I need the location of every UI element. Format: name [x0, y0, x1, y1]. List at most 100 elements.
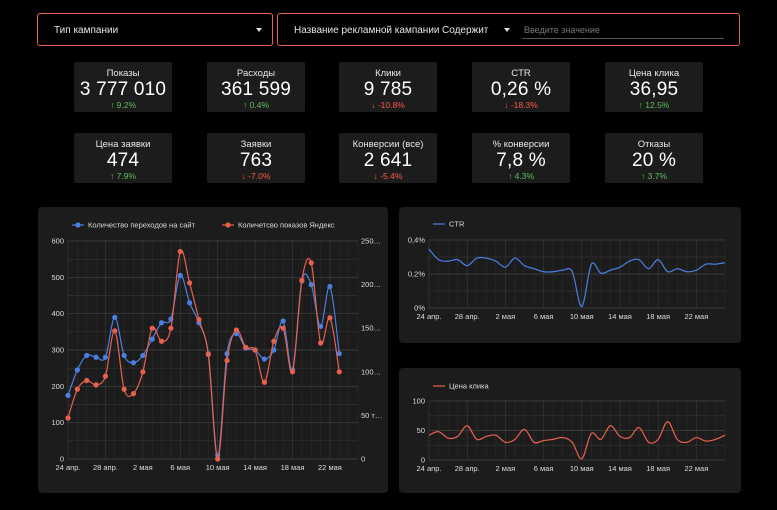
kpi-delta: ↑ 7.9% — [74, 171, 172, 181]
campaign-type-filter[interactable]: Тип кампании — [37, 13, 273, 46]
kpi-delta-value: 3.7% — [647, 171, 667, 181]
data-point — [65, 415, 71, 421]
kpi-value: 474 — [106, 150, 140, 171]
kpi-delta: ↑ 9.2% — [74, 100, 172, 110]
kpi-value: 361 599 — [220, 79, 292, 100]
x-tick-label: 22 мая — [684, 312, 708, 321]
series-line — [67, 249, 340, 460]
search-input[interactable] — [522, 21, 724, 39]
data-point — [252, 347, 258, 353]
x-tick-label: 24 апр. — [417, 312, 442, 321]
y2-tick-label: 150… — [361, 324, 381, 333]
arrow-up-icon: ↑ — [638, 100, 643, 110]
data-point — [280, 325, 286, 331]
chevron-down-icon[interactable] — [256, 28, 262, 32]
data-point — [196, 316, 202, 323]
data-point — [308, 260, 314, 266]
x-tick-label: 14 мая — [608, 464, 632, 473]
y-tick-label: 0,2% — [408, 270, 425, 279]
x-tick-label: 24 апр. — [417, 464, 442, 473]
kpi-delta: ↓ -7.0% — [207, 171, 305, 181]
x-tick-label: 6 мая — [534, 464, 554, 473]
campaign-type-label: Тип кампании — [54, 25, 119, 36]
x-tick-label: 28 апр. — [93, 463, 118, 472]
y-tick-label: 0 — [60, 455, 64, 464]
data-point — [84, 377, 90, 384]
kpi-delta: ↓ -5.4% — [339, 171, 437, 181]
y2-tick-label: 0 — [361, 455, 365, 464]
kpi-value: 3 777 010 — [79, 79, 167, 100]
ctr-chart: 0% 0,2% 0,4% 24 апр. 28 апр. 2 мая 6 мая 10 мая… — [408, 220, 726, 321]
kpi-delta: ↑ 4.3% — [472, 171, 570, 181]
x-tick-label: 18 мая — [281, 463, 305, 472]
data-point — [299, 277, 305, 283]
data-point — [121, 386, 127, 392]
x-tick-label: 28 апр. — [455, 312, 480, 321]
y-tick-label: 600 — [51, 237, 64, 246]
data-point — [130, 360, 137, 366]
kpi-delta: ↓ -10.8% — [339, 100, 437, 110]
y-tick-label: 300 — [51, 346, 64, 355]
data-point — [271, 338, 277, 344]
kpi-title: Клики — [375, 68, 401, 79]
data-point — [74, 367, 80, 373]
data-point — [112, 314, 118, 320]
cpc-chart: 0 50 100 24 апр. 28 апр. 2 мая 6 мая 10 мая 14 м… — [412, 382, 726, 473]
data-point — [158, 338, 165, 344]
x-tick-label: 10 мая — [570, 312, 594, 321]
x-tick-label: 22 мая — [318, 463, 342, 472]
data-point — [327, 283, 333, 290]
traffic-chart: 0 100 200 300 400 500 600 0 50 т… 100… 150… 200… 250… — [51, 221, 382, 473]
data-point — [130, 391, 137, 397]
arrow-up-icon: ↑ — [508, 171, 513, 181]
kpi-title: Заявки — [240, 139, 272, 150]
data-point — [215, 456, 221, 462]
kpi-title: Расходы — [236, 68, 276, 79]
data-point — [74, 386, 80, 392]
data-point — [224, 357, 230, 364]
kpi-value: 0,26 % — [490, 79, 552, 100]
data-point — [233, 331, 239, 337]
kpi-delta: ↑ 12.5% — [605, 100, 703, 110]
y-tick-label: 50 — [417, 426, 425, 435]
kpi-value: 2 641 — [363, 150, 413, 171]
kpi-delta-value: 4.3% — [514, 171, 534, 181]
arrow-down-icon: ↓ — [371, 100, 376, 110]
data-point — [93, 382, 99, 388]
data-point — [336, 369, 342, 375]
kpi-card: Расходы 361 599 ↑ 0.4% — [207, 62, 305, 112]
data-point — [65, 392, 71, 399]
data-point — [327, 315, 333, 321]
kpi-delta-value: 0.4% — [249, 100, 269, 110]
data-point — [102, 354, 109, 360]
ctr-chart-panel: 0% 0,2% 0,4% 24 апр. 28 апр. 2 мая 6 мая 10 мая… — [399, 207, 741, 343]
data-point — [140, 352, 146, 359]
arrow-down-icon: ↓ — [241, 171, 246, 181]
x-tick-label: 24 апр. — [56, 463, 81, 472]
x-tick-label: 22 мая — [684, 464, 708, 473]
data-point — [93, 354, 99, 360]
x-tick-label: 18 мая — [646, 312, 670, 321]
data-point — [261, 356, 268, 362]
y-tick-label: 400 — [51, 309, 64, 318]
data-point — [308, 282, 314, 288]
y-tick-label: 500 — [51, 273, 64, 282]
data-point — [317, 340, 324, 346]
chevron-down-icon[interactable] — [504, 28, 510, 32]
legend-label: CTR — [449, 220, 465, 229]
operator-select[interactable]: Содержит — [442, 25, 489, 36]
data-point — [243, 344, 249, 350]
y-tick-label: 100 — [412, 397, 425, 406]
data-point — [177, 248, 183, 255]
kpi-title: CTR — [511, 68, 531, 79]
x-tick-label: 6 мая — [534, 312, 554, 321]
data-point — [205, 351, 211, 357]
kpi-value: 36,95 — [629, 79, 679, 100]
data-point — [121, 352, 127, 359]
kpi-delta-value: 9.2% — [116, 100, 136, 110]
kpi-value: 20 % — [631, 150, 677, 171]
data-point — [168, 325, 174, 331]
data-point — [187, 280, 193, 286]
y-tick-label: 0 — [421, 456, 425, 465]
data-point — [149, 325, 155, 331]
